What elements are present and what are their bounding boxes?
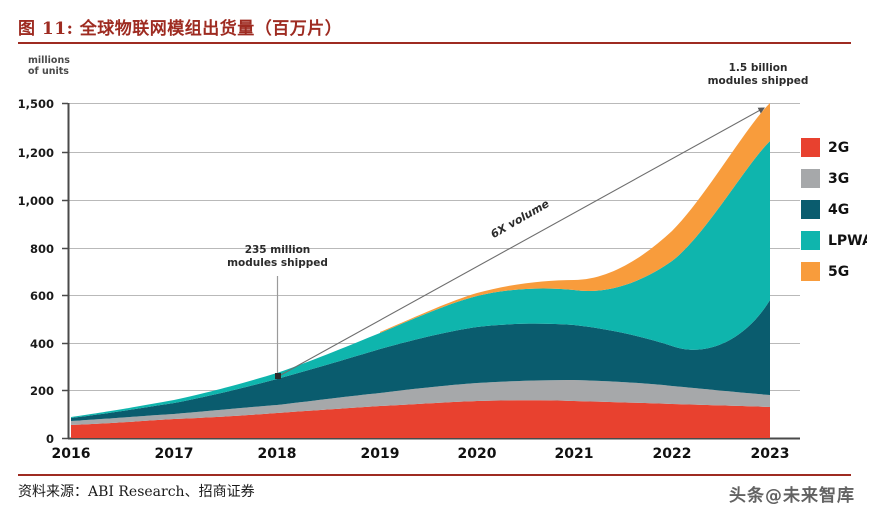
y-tick-0: 0 — [45, 432, 54, 446]
growth-arrow — [278, 107, 765, 377]
legend-label-3g: 3G — [828, 170, 850, 187]
x-tick-2022: 2022 — [652, 446, 692, 462]
chart-legend: 2G 3G 4G LPWA 5G — [801, 132, 867, 287]
area-4g-refined — [71, 300, 770, 421]
chart-container: millions of units 1,500 1,200 1,000 800 6… — [0, 46, 869, 466]
legend-swatch-2g — [801, 138, 820, 157]
annotation-235-million: 235 million modules shipped — [227, 244, 328, 269]
footer-divider — [18, 474, 851, 476]
y-tick-400: 400 — [29, 337, 54, 351]
title-divider — [18, 42, 851, 44]
legend-item-5g[interactable]: 5G — [801, 256, 867, 287]
x-tick-2021: 2021 — [554, 446, 594, 462]
legend-label-4g: 4G — [828, 201, 850, 218]
y-axis-caption: millions of units — [28, 55, 70, 77]
x-tick-2020: 2020 — [457, 446, 497, 462]
source-note: 资料来源：ABI Research、招商证券 — [18, 484, 255, 500]
area-3g-refined — [71, 380, 770, 425]
legend-swatch-4g — [801, 200, 820, 219]
annotation-15-billion: 1.5 billion modules shipped — [707, 62, 809, 87]
legend-label-2g: 2G — [828, 139, 850, 156]
y-tick-1200: 1,200 — [17, 146, 54, 160]
legend-swatch-lpwa — [801, 231, 820, 250]
y-tick-800: 800 — [29, 242, 54, 256]
legend-item-lpwa[interactable]: LPWA — [801, 225, 867, 256]
x-tick-2017: 2017 — [154, 446, 194, 462]
y-axis-ticks — [62, 102, 68, 440]
page-title: 图 11: 全球物联网模组出货量（百万片） — [18, 19, 343, 39]
area-5g-refined — [380, 103, 770, 333]
legend-label-lpwa: LPWA — [828, 232, 867, 249]
stacked-area-plot — [62, 102, 800, 440]
legend-item-2g[interactable]: 2G — [801, 132, 867, 163]
x-tick-2023: 2023 — [750, 446, 790, 462]
legend-item-3g[interactable]: 3G — [801, 163, 867, 194]
y-tick-200: 200 — [29, 384, 54, 398]
figure-header: 图 11: 全球物联网模组出货量（百万片） — [18, 14, 851, 44]
legend-swatch-3g — [801, 169, 820, 188]
x-tick-2019: 2019 — [360, 446, 400, 462]
area-2g-refined — [71, 400, 770, 438]
x-tick-2016: 2016 — [51, 446, 91, 462]
legend-label-5g: 5G — [828, 263, 850, 280]
y-tick-600: 600 — [29, 289, 54, 303]
legend-item-4g[interactable]: 4G — [801, 194, 867, 225]
watermark: 头条@未来智库 — [729, 486, 855, 506]
x-tick-2018: 2018 — [257, 446, 297, 462]
y-tick-1500: 1,500 — [17, 97, 54, 111]
legend-swatch-5g — [801, 262, 820, 281]
y-tick-1000: 1,000 — [17, 194, 54, 208]
arrow-start-dot — [275, 373, 281, 379]
area-stack-refined — [71, 103, 770, 438]
